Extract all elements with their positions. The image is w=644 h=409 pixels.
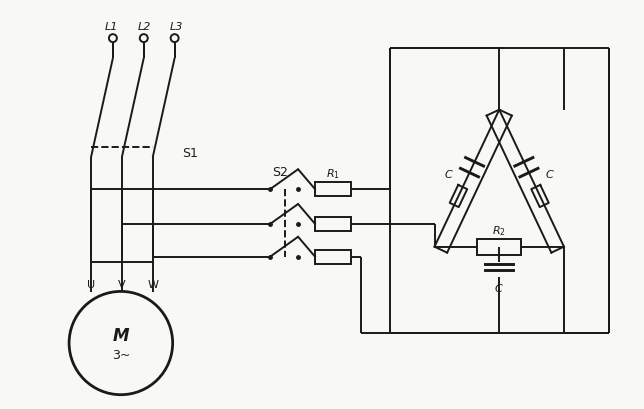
- Text: U: U: [87, 280, 95, 290]
- Bar: [477, 239, 521, 255]
- Text: $R_1$: $R_1$: [326, 167, 340, 181]
- Text: V: V: [118, 280, 126, 290]
- Text: $C$: $C$: [444, 168, 454, 180]
- Text: $C$: $C$: [495, 282, 504, 294]
- Text: L3: L3: [170, 22, 184, 32]
- Bar: [315, 217, 351, 231]
- Text: W: W: [147, 280, 158, 290]
- Text: 3~: 3~: [111, 348, 130, 362]
- Polygon shape: [531, 185, 549, 208]
- Polygon shape: [450, 185, 467, 208]
- Text: $C$: $C$: [545, 168, 554, 180]
- Text: L2: L2: [138, 22, 151, 32]
- Bar: [315, 183, 351, 197]
- Text: S1: S1: [183, 146, 198, 160]
- Bar: [315, 250, 351, 264]
- Text: L1: L1: [104, 22, 118, 32]
- Text: M: M: [113, 326, 129, 344]
- Text: $R_2$: $R_2$: [492, 223, 506, 237]
- Text: S2: S2: [272, 165, 288, 178]
